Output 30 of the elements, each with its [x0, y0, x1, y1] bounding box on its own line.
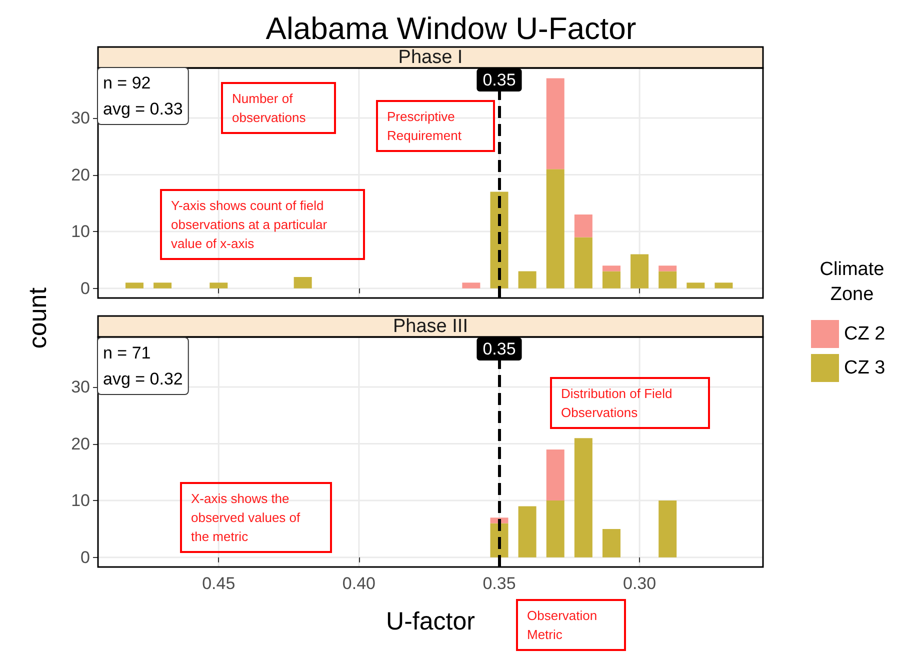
y-tick-label: 10 — [71, 222, 90, 242]
x-tick-label: 0.40 — [342, 574, 376, 593]
x-axis-title: U-factor — [386, 608, 475, 636]
y-tick-label: 0 — [80, 278, 90, 298]
chart-subtitle: Phase I — [398, 47, 463, 68]
y-tick-label: 0 — [80, 548, 90, 567]
chart-title: Alabama Window U-Factor — [266, 11, 636, 46]
x-tick-label: 0.30 — [622, 574, 656, 593]
ref-line-label: 0.35 — [482, 70, 516, 90]
x-tick-label: 0.35 — [482, 574, 516, 593]
chart-subtitle: Phase III — [393, 316, 468, 337]
y-tick-label: 30 — [71, 377, 90, 396]
y-axis-title: count — [24, 287, 52, 349]
annotation: n = 92 avg = 0.33 — [103, 74, 183, 118]
annotation: n = 71 avg = 0.32 — [103, 344, 183, 388]
legend-label: CZ 2 — [844, 324, 886, 344]
legend-title: Climate Zone — [820, 259, 884, 305]
y-tick-label: 20 — [71, 165, 90, 184]
y-tick-label: 30 — [71, 108, 90, 128]
annotation: Prescriptive Requirement — [387, 109, 462, 143]
ref-line-label: 0.35 — [482, 340, 516, 358]
text: Observation Metric — [527, 608, 601, 642]
legend-label: CZ 3 — [844, 358, 886, 378]
annotation: Number of observations — [232, 91, 306, 125]
y-tick-label: 10 — [71, 491, 90, 510]
annotation: X-axis shows the observed values of the metric — [191, 491, 304, 544]
y-tick-label: 20 — [71, 434, 90, 454]
annotation: Distribution of Field Observations — [561, 386, 676, 420]
annotation: Y-axis shows count of field observations at a particular value of x-axis — [171, 198, 331, 251]
x-tick-label: 0.45 — [202, 574, 236, 593]
